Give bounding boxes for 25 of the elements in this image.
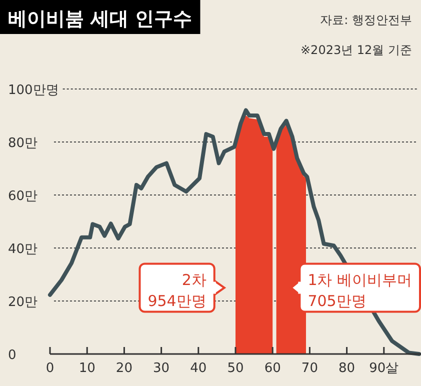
x-tick-label: 10 bbox=[78, 361, 96, 376]
x-tick-label: 0 bbox=[46, 361, 54, 376]
y-tick-label: 20만 bbox=[8, 295, 38, 310]
callout: 1차 베이비부머 705만명 bbox=[290, 262, 421, 313]
y-tick-label: 100만명 bbox=[8, 83, 59, 98]
annotation: 2차 954만명 bbox=[148, 270, 206, 310]
y-tick-label: 0 bbox=[8, 348, 16, 363]
x-tick-label: 40 bbox=[190, 361, 207, 376]
x-tick-label: 50 bbox=[227, 361, 244, 376]
y-tick-label: 60만 bbox=[8, 189, 38, 204]
x-tick-label: 20 bbox=[116, 361, 132, 376]
text: ※2023년 12월 기준 bbox=[300, 43, 412, 57]
text: 자료: 행정안전부 bbox=[320, 13, 412, 27]
x-tick-label: 80 bbox=[338, 361, 356, 376]
annotation: 1차 베이비부머 705만명 bbox=[308, 270, 412, 310]
x-tick-label: 60 bbox=[264, 361, 281, 376]
callout: 2차 954만명 bbox=[138, 262, 226, 313]
x-tick-label: 30 bbox=[153, 361, 170, 376]
y-tick-label: 80만 bbox=[8, 136, 38, 151]
x-tick-label: 70 bbox=[301, 361, 318, 376]
x-tick-label: 90살 bbox=[369, 361, 399, 376]
chart-title: 베이비붐 세대 인구수 bbox=[8, 8, 192, 30]
title: 베이비붐 세대 인구수 bbox=[0, 0, 200, 34]
y-tick-label: 40만 bbox=[8, 242, 38, 257]
line-series bbox=[48, 108, 421, 356]
